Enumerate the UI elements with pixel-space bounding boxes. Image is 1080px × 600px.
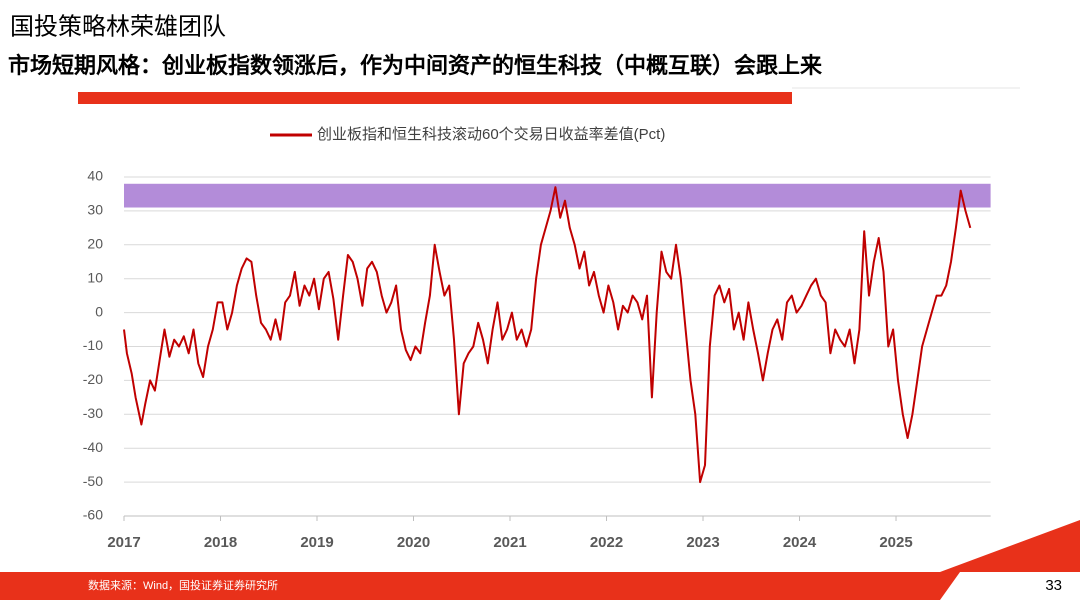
- x-tick-label: 2024: [783, 534, 817, 551]
- source-note: 数据来源：Wind，国投证券证券研究所: [88, 578, 278, 592]
- data-line: [123, 186, 972, 484]
- y-tick-label: -20: [83, 371, 103, 387]
- x-tick-label: 2023: [686, 534, 719, 551]
- slide-title: 国投策略林荣雄团队: [10, 13, 226, 40]
- y-tick-label: 10: [87, 269, 103, 285]
- x-tick-label: 2018: [204, 534, 237, 551]
- x-tick-label: 2025: [879, 534, 912, 551]
- y-tick-label: 40: [87, 168, 103, 184]
- y-tick-label: 20: [87, 236, 103, 252]
- footer-bar: [0, 572, 960, 600]
- y-tick-label: 30: [87, 202, 103, 218]
- x-tick-label: 2019: [300, 534, 333, 551]
- x-tick-label: 2022: [590, 534, 623, 551]
- y-tick-label: -30: [83, 405, 103, 421]
- x-tick-label: 2021: [493, 534, 526, 551]
- y-tick-label: -40: [83, 439, 103, 455]
- slide-subtitle: 市场短期风格：创业板指数领涨后，作为中间资产的恒生科技（中概互联）会跟上来: [8, 53, 823, 78]
- legend-label: 创业板指和恒生科技滚动60个交易日收益率差值(Pct): [317, 125, 665, 143]
- page-number: 33: [1045, 577, 1062, 594]
- y-tick-label: -50: [83, 473, 103, 489]
- y-tick-label: -10: [83, 337, 103, 353]
- corner-shape: [940, 520, 1080, 572]
- y-tick-label: -60: [83, 507, 103, 523]
- y-tick-label: 0: [95, 303, 103, 319]
- x-tick-label: 2017: [107, 534, 140, 551]
- x-tick-label: 2020: [397, 534, 430, 551]
- accent-bar: [78, 92, 792, 104]
